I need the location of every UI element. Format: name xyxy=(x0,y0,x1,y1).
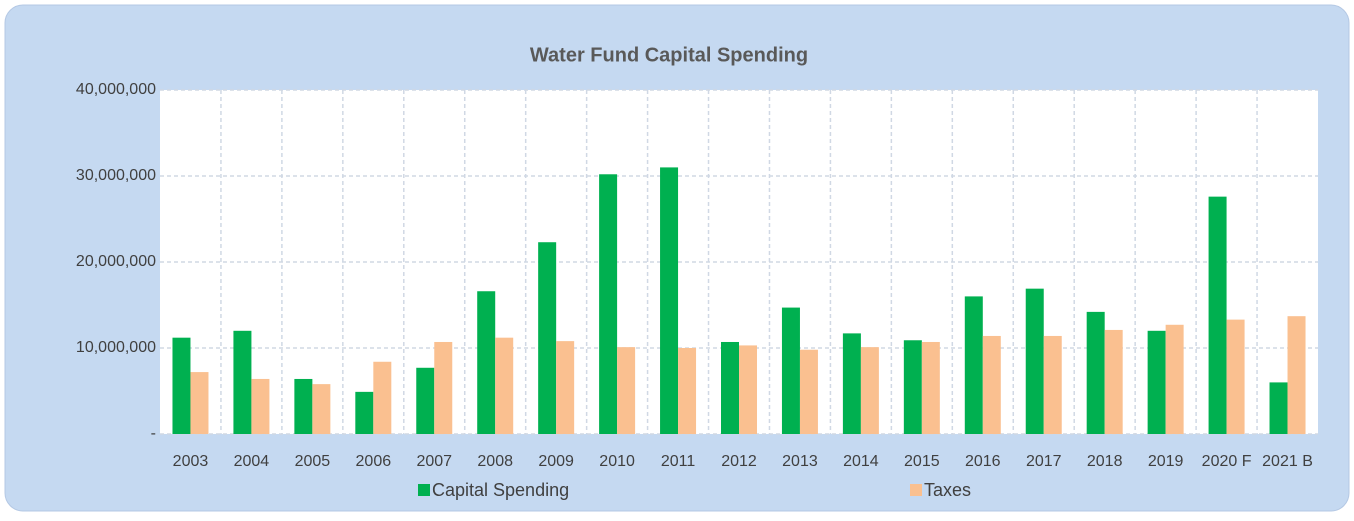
bar xyxy=(921,341,940,434)
x-tick-label: 2021 B xyxy=(1262,453,1313,470)
bar xyxy=(1043,335,1062,434)
x-tick-label: 2004 xyxy=(234,453,270,470)
x-tick-label: 2011 xyxy=(661,453,696,470)
x-tick-label: 2005 xyxy=(295,453,331,470)
x-tick-label: 2006 xyxy=(356,453,392,470)
bar xyxy=(781,307,800,434)
x-tick-label: 2014 xyxy=(843,453,879,470)
y-tick-label: - xyxy=(151,425,156,442)
bar xyxy=(964,296,983,434)
bar xyxy=(599,174,618,434)
bar xyxy=(1165,324,1184,434)
bar xyxy=(172,337,191,434)
x-tick-label: 2008 xyxy=(477,453,513,470)
bar xyxy=(617,347,636,434)
bar xyxy=(739,345,757,434)
bar xyxy=(660,167,679,434)
bar xyxy=(355,391,374,434)
x-tick-label: 2019 xyxy=(1148,453,1184,470)
bar xyxy=(721,341,739,434)
bar xyxy=(842,333,861,434)
x-tick-label: 2018 xyxy=(1087,453,1123,470)
bar xyxy=(312,384,331,434)
bar xyxy=(1208,196,1227,434)
bar xyxy=(556,341,575,434)
x-tick-label: 2010 xyxy=(599,453,635,470)
y-tick-label: 10,000,000 xyxy=(76,339,156,356)
bar xyxy=(190,372,209,434)
bar xyxy=(294,378,313,434)
x-tick-label: 2015 xyxy=(904,453,940,470)
x-tick-label: 2016 xyxy=(965,453,1001,470)
legend-swatch xyxy=(910,484,922,496)
y-tick-label: 40,000,000 xyxy=(76,81,156,98)
bar xyxy=(416,367,435,434)
bar xyxy=(799,349,818,434)
bar xyxy=(1147,330,1166,434)
bar xyxy=(373,361,392,434)
x-tick-label: 2009 xyxy=(538,453,574,470)
bar xyxy=(903,340,922,434)
bar xyxy=(678,348,697,434)
legend-label: Capital Spending xyxy=(432,480,569,500)
bar xyxy=(495,337,514,434)
bar xyxy=(860,347,879,434)
y-tick-label: 20,000,000 xyxy=(76,253,156,270)
bar xyxy=(233,330,252,434)
x-tick-label: 2012 xyxy=(721,453,757,470)
x-tick-label: 2013 xyxy=(782,453,818,470)
bar xyxy=(1025,288,1044,434)
legend-swatch xyxy=(418,484,430,496)
x-tick-label: 2003 xyxy=(173,453,209,470)
legend-label: Taxes xyxy=(924,480,971,500)
bar xyxy=(1269,382,1288,434)
bar xyxy=(251,378,270,434)
x-tick-label: 2017 xyxy=(1026,453,1062,470)
bar xyxy=(477,291,496,434)
bar xyxy=(434,341,453,434)
x-tick-label: 2020 F xyxy=(1202,453,1252,470)
bar xyxy=(982,335,1001,434)
x-tick-label: 2007 xyxy=(416,453,452,470)
chart-title: Water Fund Capital Spending xyxy=(530,44,808,66)
bar xyxy=(538,242,557,434)
bar xyxy=(1287,316,1306,434)
bar xyxy=(1226,319,1245,434)
bar xyxy=(1086,311,1105,434)
y-tick-label: 30,000,000 xyxy=(76,167,156,184)
bar xyxy=(1104,329,1123,434)
